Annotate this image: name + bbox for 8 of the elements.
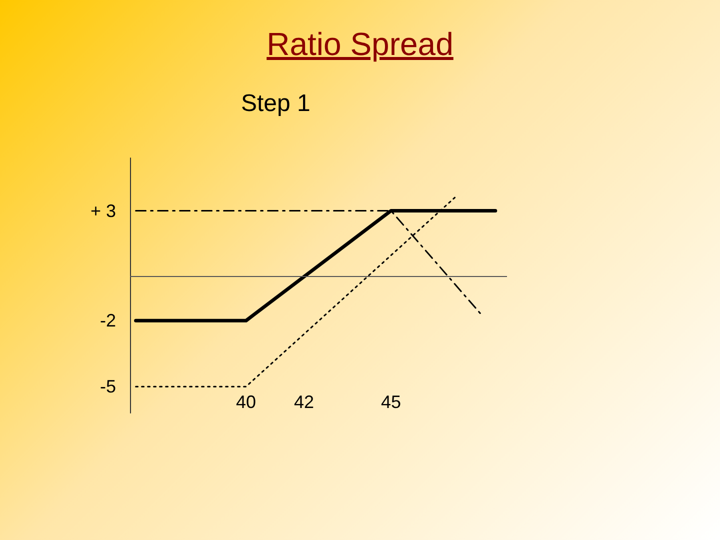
- y-tick-label: -5: [100, 376, 116, 397]
- x-tick-label: 40: [236, 392, 256, 412]
- x-tick-label: 42: [294, 392, 314, 412]
- chart-title: Ratio Spread: [266, 26, 454, 63]
- x-tick-label: 45: [380, 392, 402, 412]
- chart-subtitle: Step 1: [241, 90, 310, 118]
- y-tick-label: -2: [100, 310, 116, 331]
- y-tick-label: + 3: [90, 200, 116, 221]
